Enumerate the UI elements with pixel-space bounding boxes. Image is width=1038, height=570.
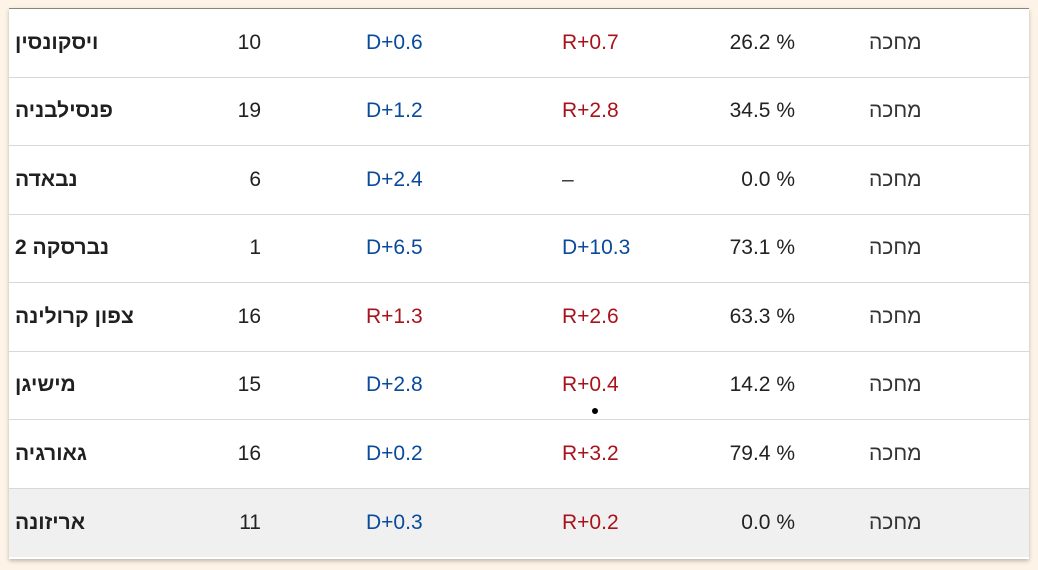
table-row[interactable]: ויסקונסין 10 D+0.6 R+0.7 26.2 % מחכה: [9, 9, 1029, 78]
status-label: מחכה: [869, 167, 922, 191]
state-name: ויסקונסין: [15, 30, 99, 54]
margin-2020: D+0.3: [366, 510, 423, 534]
electoral-votes: 10: [237, 30, 261, 54]
percent-counted: 0.0 %: [741, 510, 795, 534]
status-label: מחכה: [869, 236, 922, 260]
electoral-votes: 6: [249, 167, 261, 191]
electoral-votes: 16: [237, 304, 261, 328]
state-name: צפון קרולינה: [15, 304, 134, 328]
state-name: אריזונה: [15, 510, 86, 534]
state-name: נבאדה: [15, 167, 78, 191]
electoral-votes: 15: [237, 373, 261, 397]
table-row[interactable]: פנסילבניה 19 D+1.2 R+2.8 34.5 % מחכה: [9, 78, 1029, 146]
state-name: גאורגיה: [15, 441, 87, 465]
table-row[interactable]: אריזונה 11 D+0.3 R+0.2 0.0 % מחכה: [9, 488, 1029, 557]
table-row[interactable]: נבאדה 6 D+2.4 – 0.0 % מחכה: [9, 146, 1029, 215]
margin-2020: D+0.6: [366, 30, 423, 54]
electoral-votes: 1: [249, 236, 261, 260]
percent-counted: 63.3 %: [729, 304, 795, 328]
percent-counted: 73.1 %: [729, 236, 795, 260]
margin-2016: R+2.8: [562, 99, 619, 123]
status-label: מחכה: [869, 99, 922, 123]
margin-2020: D+2.8: [366, 373, 423, 397]
status-label: מחכה: [869, 510, 922, 534]
margin-2016: D+10.3: [562, 236, 631, 260]
state-name: נברסקה 2: [15, 236, 110, 260]
status-label: מחכה: [869, 304, 922, 328]
table-row[interactable]: צפון קרולינה 16 R+1.3 R+2.6 63.3 % מחכה: [9, 283, 1029, 352]
electoral-votes: 11: [239, 510, 261, 534]
table-row[interactable]: מישיגן 15 D+2.8 R+0.4 14.2 % מחכה: [9, 352, 1029, 420]
margin-2020: D+0.2: [366, 441, 423, 465]
margin-2020: D+1.2: [366, 99, 423, 123]
margin-2020: D+2.4: [366, 167, 423, 191]
table-body: ויסקונסין 10 D+0.6 R+0.7 26.2 % מחכה פנסילבניה…: [9, 9, 1029, 557]
swing-states-table: ויסקונסין 10 D+0.6 R+0.7 26.2 % מחכה פנסילבניה…: [9, 8, 1029, 559]
percent-counted: 0.0 %: [741, 167, 795, 191]
margin-2016: R+3.2: [562, 441, 619, 465]
status-label: מחכה: [869, 441, 922, 465]
table-row[interactable]: נברסקה 2 1 D+6.5 D+10.3 73.1 % מחכה: [9, 215, 1029, 283]
status-label: מחכה: [869, 30, 922, 54]
margin-2020: D+6.5: [366, 236, 423, 260]
electoral-votes: 19: [237, 99, 261, 123]
margin-2016: R+0.7: [562, 30, 619, 54]
state-name: מישיגן: [15, 373, 76, 397]
electoral-votes: 16: [237, 441, 261, 465]
margin-2016: R+0.4: [562, 373, 619, 397]
percent-counted: 79.4 %: [729, 441, 795, 465]
margin-2020: R+1.3: [366, 304, 423, 328]
percent-counted: 26.2 %: [729, 30, 795, 54]
margin-2016: R+0.2: [562, 510, 619, 534]
percent-counted: 14.2 %: [729, 373, 795, 397]
percent-counted: 34.5 %: [729, 99, 795, 123]
status-label: מחכה: [869, 373, 922, 397]
mouse-cursor-dot: [592, 408, 598, 414]
state-name: פנסילבניה: [15, 99, 113, 123]
table-row[interactable]: גאורגיה 16 D+0.2 R+3.2 79.4 % מחכה: [9, 420, 1029, 489]
margin-2016: –: [562, 167, 574, 191]
margin-2016: R+2.6: [562, 304, 619, 328]
